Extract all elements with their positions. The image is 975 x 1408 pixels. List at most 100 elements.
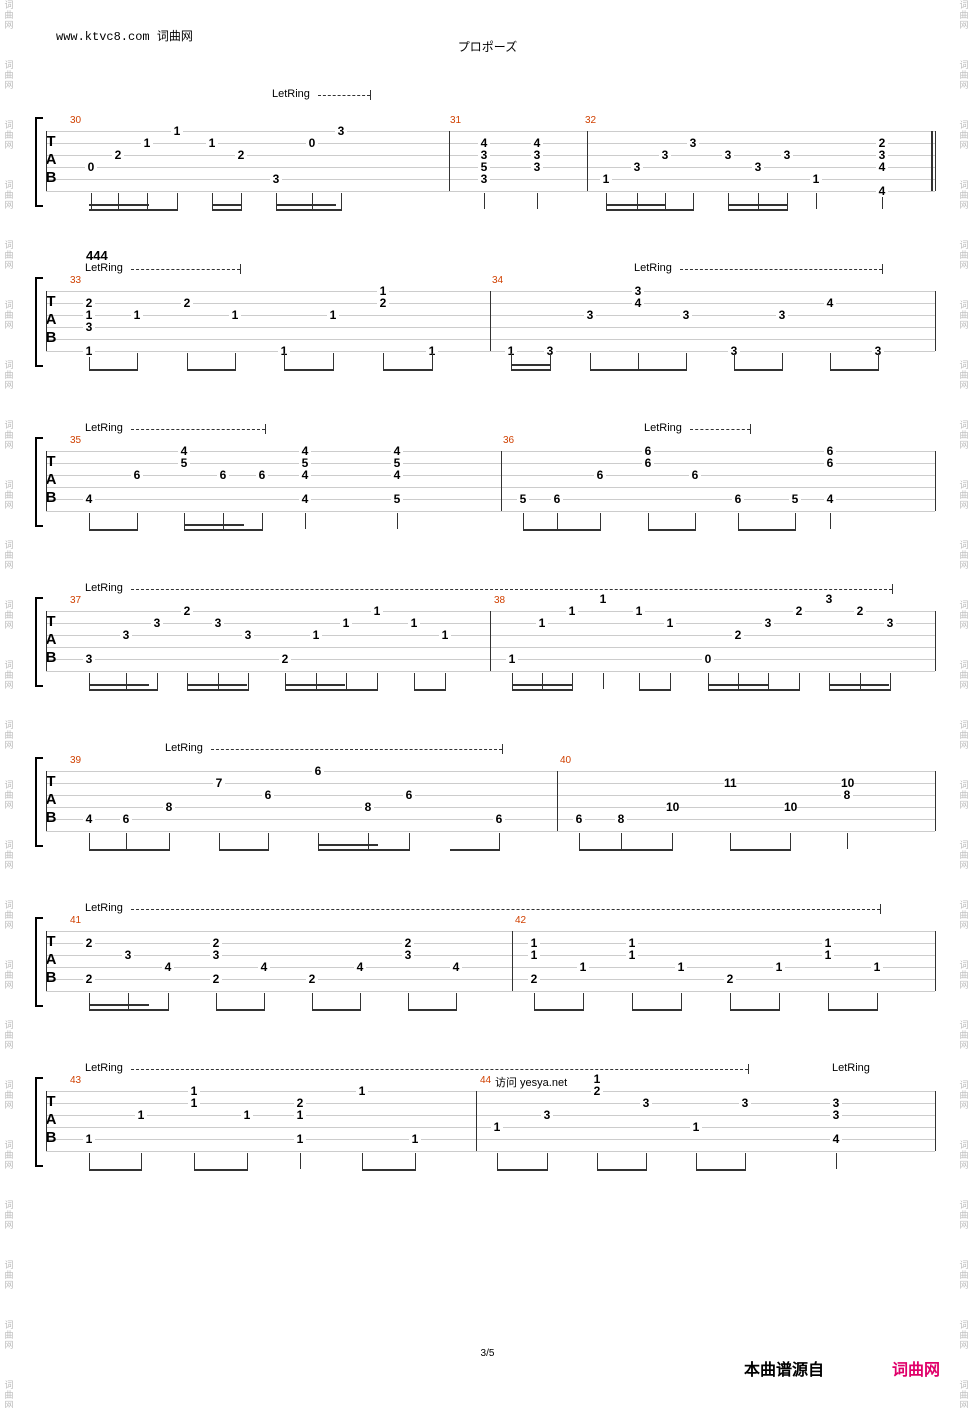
fret-number: 4: [83, 813, 95, 825]
staff-line: [46, 475, 935, 476]
let-ring-label: LetRing: [85, 1062, 123, 1074]
staff-line: [46, 955, 935, 956]
fret-number: 1: [675, 961, 687, 973]
fret-number: 4: [299, 445, 311, 457]
note-stem: [89, 353, 90, 369]
let-ring-label: LetRing: [85, 902, 123, 914]
note-stem: [738, 673, 739, 689]
fret-number: 1: [83, 1133, 95, 1145]
fret-number: 3: [739, 1097, 751, 1109]
note-stem: [638, 353, 639, 369]
note-stem: [890, 673, 891, 689]
note-stem: [128, 993, 129, 1009]
tab-clef-letter: T: [46, 1093, 56, 1110]
watermark-text: 词曲网: [959, 480, 969, 510]
note-stem: [408, 993, 409, 1009]
fret-number: 3: [531, 149, 543, 161]
measure-number: 36: [503, 435, 515, 446]
fret-number: 4: [83, 493, 95, 505]
watermark-text: 词曲网: [4, 60, 14, 90]
fret-number: 0: [702, 653, 714, 665]
note-stem: [194, 1153, 195, 1169]
let-ring-label: LetRing: [165, 742, 203, 754]
fret-number: 2: [793, 605, 805, 617]
let-ring-dashes: [131, 909, 880, 910]
note-beam: [730, 849, 791, 851]
watermark-text: 词曲网: [4, 420, 14, 450]
let-ring-label: LetRing: [85, 422, 123, 434]
watermark-text: 词曲网: [4, 1200, 14, 1230]
fret-number: 1: [229, 309, 241, 321]
barline: [935, 131, 936, 191]
note-stem: [579, 833, 580, 849]
note-stem: [686, 353, 687, 369]
staff-line: [46, 943, 935, 944]
let-ring-end: [892, 584, 893, 594]
staff-line: [46, 1151, 935, 1152]
fret-number: 7: [213, 777, 225, 789]
site-header: www.ktvc8.com 词曲网: [56, 30, 193, 44]
note-stem: [312, 193, 313, 209]
fret-number: 6: [120, 813, 132, 825]
measure-number: 37: [70, 595, 82, 606]
note-stem: [445, 673, 446, 689]
measure-number: 31: [450, 115, 462, 126]
fret-number: 3: [478, 149, 490, 161]
note-stem: [219, 833, 220, 849]
fret-number: 1: [600, 173, 612, 185]
fret-number: 4: [299, 469, 311, 481]
note-beam: [730, 1009, 780, 1011]
fret-number: 3: [631, 161, 643, 173]
barline: [490, 291, 491, 351]
tab-clef-letter: B: [45, 169, 57, 186]
fret-number: 2: [528, 973, 540, 985]
page-number: 3/5: [480, 1348, 495, 1359]
staff-line: [46, 499, 935, 500]
fret-number: 1: [340, 617, 352, 629]
barline: [46, 611, 47, 671]
fret-number: 3: [335, 125, 347, 137]
note-stem: [89, 673, 90, 689]
note-stem: [168, 993, 169, 1009]
note-beam: [285, 689, 378, 691]
note-beam: [212, 209, 242, 211]
fret-number: 1: [371, 605, 383, 617]
let-ring-label: LetRing: [644, 422, 682, 434]
fret-number: 1: [131, 309, 143, 321]
fret-number: 3: [823, 593, 835, 605]
note-stem: [89, 513, 90, 529]
fret-number: 8: [362, 801, 374, 813]
barline: [46, 451, 47, 511]
fret-number: 1: [577, 961, 589, 973]
watermark-text: 词曲网: [959, 720, 969, 750]
measure-number: 33: [70, 275, 82, 286]
note-stem: [511, 353, 512, 369]
fret-number: 4: [258, 961, 270, 973]
fret-number: 3: [632, 285, 644, 297]
fret-number: 1: [633, 605, 645, 617]
staff-line: [46, 511, 935, 512]
staff-bracket: [35, 437, 43, 527]
note-beam: [187, 369, 236, 371]
fret-number: 3: [584, 309, 596, 321]
measure-number: 30: [70, 115, 82, 126]
note-stem: [734, 353, 735, 369]
note-beam: [383, 369, 433, 371]
fret-number: 2: [876, 137, 888, 149]
fret-number: 1: [491, 1121, 503, 1133]
note-beam: [696, 1169, 746, 1171]
staff-line: [46, 167, 935, 168]
measure-number: 35: [70, 435, 82, 446]
staff-line: [46, 1091, 935, 1092]
tab-clef-letter: A: [45, 951, 57, 968]
note-stem: [603, 673, 604, 689]
fret-number: 1: [690, 1121, 702, 1133]
measure-number: 39: [70, 755, 82, 766]
staff-line: [46, 487, 935, 488]
note-stem: [830, 513, 831, 529]
note-beam-secondary: [184, 524, 244, 526]
note-stem: [665, 193, 666, 209]
